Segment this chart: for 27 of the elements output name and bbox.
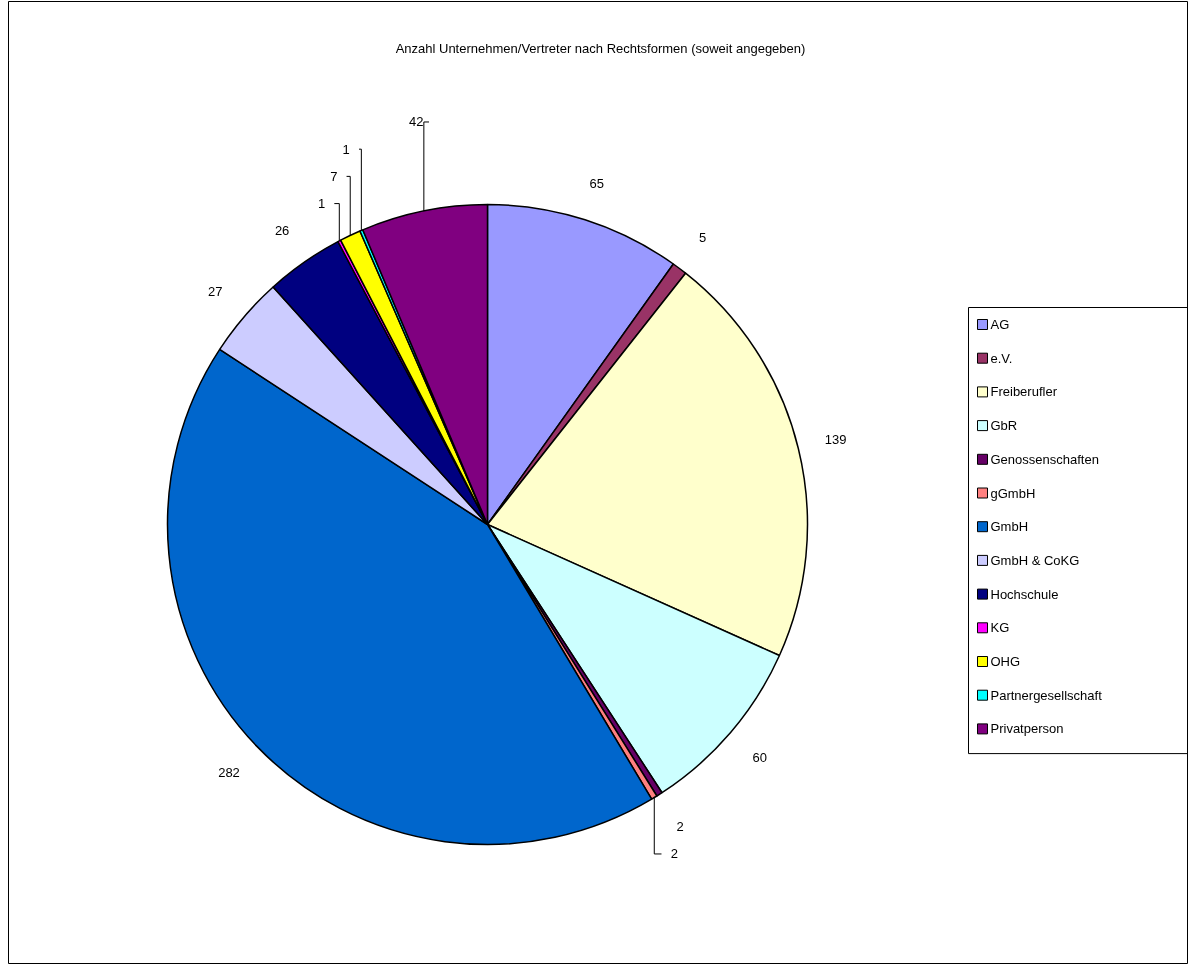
data-label: 1 <box>317 196 326 212</box>
data-label: 7 <box>330 168 338 184</box>
legend-label: GmbH <box>990 519 1029 535</box>
legend-label: Freiberufler <box>990 384 1058 400</box>
legend-label: gGmbH <box>990 485 1036 501</box>
data-label: 60 <box>752 750 768 766</box>
data-label: 139 <box>824 431 847 447</box>
legend-label: AG <box>990 317 1010 332</box>
legend-label: KG <box>990 620 1010 636</box>
data-label: 65 <box>589 175 605 191</box>
legend-label: Hochschule <box>990 586 1059 602</box>
legend-label: OHG <box>990 654 1021 669</box>
data-label: 27 <box>207 283 223 299</box>
data-label: 26 <box>274 223 290 239</box>
chart-title: Anzahl Unternehmen/Vertreter nach Rechtsformen (soweit angegeben) <box>395 41 806 56</box>
legend-label: GmbH & CoKG <box>990 552 1080 568</box>
legend-label: GbR <box>990 418 1018 434</box>
data-label: 1 <box>342 141 350 157</box>
data-label: 282 <box>218 765 240 781</box>
data-label: 5 <box>698 230 707 246</box>
data-label: 42 <box>408 114 424 130</box>
legend-label: Privatperson <box>990 721 1064 737</box>
legend-label: e.V. <box>990 350 1013 366</box>
legend-label: Partnergesellschaft <box>990 687 1103 703</box>
legend-label: Genossenschaften <box>990 451 1099 467</box>
data-label: 2 <box>670 846 678 862</box>
data-label: 2 <box>676 819 684 835</box>
